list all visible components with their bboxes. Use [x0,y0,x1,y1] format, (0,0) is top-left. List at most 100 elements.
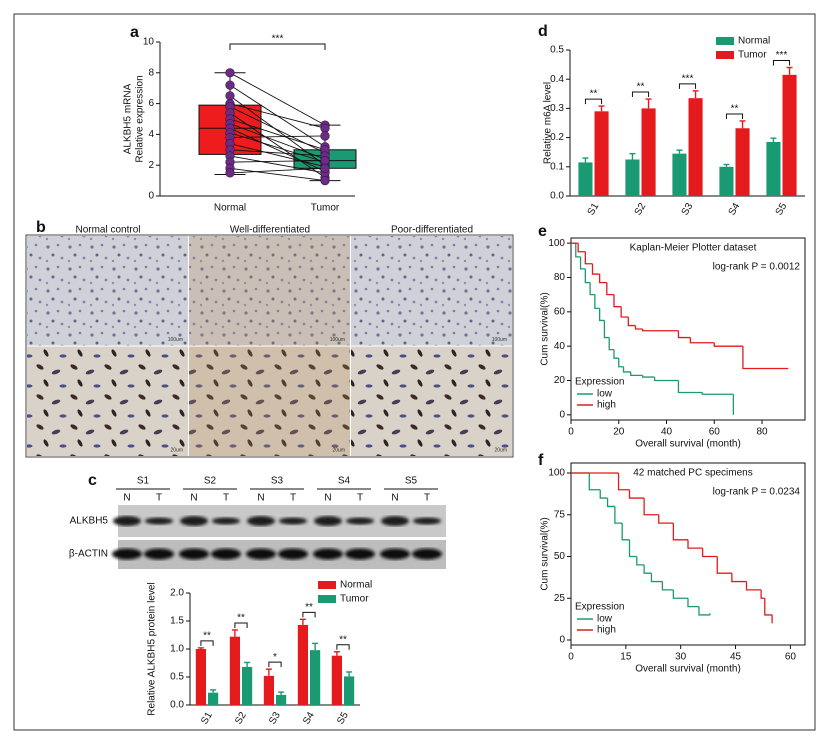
y-axis-label: Relative expression [135,75,146,162]
legend-label: Tumor [340,594,369,605]
y-tick-label: 25 [554,593,566,604]
sample-label: S3 [271,476,284,487]
sample-label: S1 [137,476,150,487]
km-step [613,294,622,308]
bar [641,108,656,196]
bar [672,153,687,196]
legend-label: high [597,625,616,636]
sig-bracket [631,91,650,98]
km-step [650,573,663,583]
bar [735,128,750,196]
km-step [591,263,600,275]
sample-label: S2 [204,476,217,487]
y-tick-label: 1.0 [170,644,184,655]
km-step [687,539,703,549]
km-step [764,598,773,616]
point [225,80,235,90]
significance: * [273,652,277,663]
km-step [603,320,610,339]
band [346,517,374,525]
sig-bracket [229,43,326,50]
significance: ** [339,634,347,645]
km-step [628,489,645,499]
km-step [636,556,645,566]
legend-title: Expression [575,602,624,613]
pair-line [229,123,326,160]
km-step [620,306,629,318]
y-axis-label: ALKBH5 mRNA [123,83,134,154]
band [381,516,409,526]
lane-label: N [391,493,398,504]
y-axis-label: Relative ALKBH5 protein level [147,582,158,715]
y-tick-label: 0.4 [550,74,564,85]
sample-label: S4 [338,476,351,487]
sig-bracket [268,661,282,668]
x-tick-label: S1 [586,201,602,217]
pair-line [229,112,326,178]
band [313,548,343,560]
km-step [689,337,715,344]
km-step [599,274,607,284]
panel-letter: a [130,24,139,41]
y-tick-label: 6 [148,98,154,109]
legend-label: Tumor [738,50,767,61]
sig-bracket [336,644,350,650]
km-step [701,548,718,558]
km-step [658,514,674,524]
bar [766,141,781,196]
x-axis-label: Overall survival (month) [635,439,741,450]
band [144,548,174,560]
y-tick-label: 0.0 [550,191,564,202]
y-tick-label: 1.5 [170,616,184,627]
bar [625,159,640,196]
plot-frame [570,237,806,421]
sig-bracket [200,640,214,646]
km-step [622,366,631,373]
ihc-image [27,236,188,346]
y-tick-label: 40 [554,341,566,352]
km-step [577,243,586,253]
bar [331,655,342,705]
y-tick-label: 20 [554,375,566,386]
km-step [613,349,619,359]
ihc-image [189,346,350,456]
x-tick-label: S4 [727,201,743,217]
x-tick-label: S2 [233,710,249,726]
km-step [608,337,614,351]
km-step [594,294,600,310]
band [112,548,142,560]
blot-row-label: β-ACTIN [69,549,108,560]
lane-label: N [190,493,197,504]
point [320,155,330,166]
band [380,548,410,560]
legend-swatch [716,51,734,59]
band [212,517,240,525]
significance: ** [590,89,598,100]
significance: *** [272,34,284,45]
bar [344,676,355,705]
panel-letter: e [538,223,547,240]
km-step [621,523,630,541]
legend-swatch [318,581,336,589]
x-tick-label: S2 [633,201,649,217]
x-tick-label: S3 [680,201,696,217]
km-step [643,498,659,516]
y-axis-label: Cum survival(%) [540,292,551,365]
km-step [653,377,679,382]
y-tick-label: 2 [148,160,154,171]
x-tick-label: Tumor [311,203,340,214]
pair-line [229,155,326,174]
band [413,517,441,525]
lane-label: T [223,493,229,504]
km-step [687,598,699,608]
km-step [589,282,595,296]
scale-label: 20um [170,447,183,453]
pair-line [229,118,326,151]
y-tick-label: 0 [148,191,154,202]
x-tick-label: S5 [774,201,790,217]
km-step [661,581,674,591]
sig-bracket [584,98,603,105]
band [179,548,209,560]
band [246,548,276,560]
